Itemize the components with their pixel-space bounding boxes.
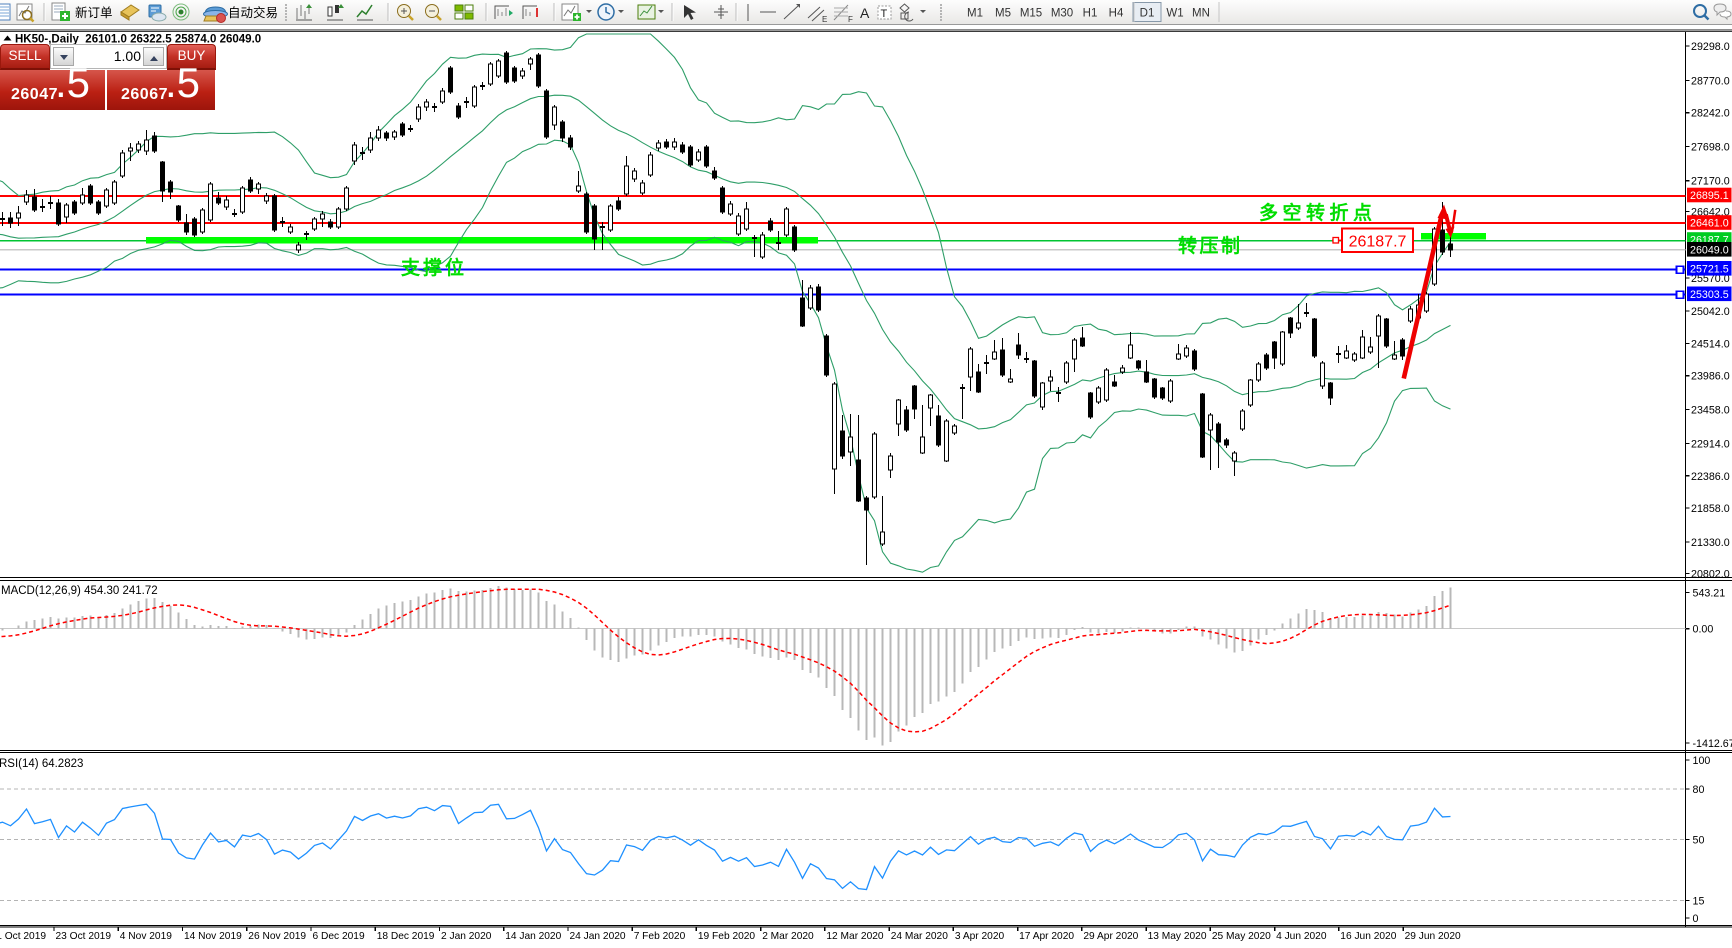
svg-text:W1: W1	[1166, 8, 1183, 20]
svg-text:24 Jan 2020: 24 Jan 2020	[570, 931, 626, 942]
svg-text:21330.0: 21330.0	[1691, 537, 1730, 549]
svg-text:H4: H4	[1109, 8, 1124, 20]
svg-text:25 May 2020: 25 May 2020	[1212, 931, 1271, 942]
svg-text:2 Jan 2020: 2 Jan 2020	[441, 931, 492, 942]
svg-text:E: E	[822, 15, 827, 24]
svg-text:3 Apr 2020: 3 Apr 2020	[955, 931, 1005, 942]
svg-text:26187.7: 26187.7	[1349, 234, 1407, 251]
svg-text:MN: MN	[1192, 8, 1210, 20]
svg-text:多空转折点: 多空转折点	[1259, 201, 1377, 224]
svg-text:80: 80	[1693, 784, 1705, 796]
svg-text:转压制: 转压制	[1178, 234, 1243, 257]
svg-text:26 Nov 2019: 26 Nov 2019	[248, 931, 306, 942]
svg-text:100: 100	[1693, 755, 1711, 767]
svg-text:27170.0: 27170.0	[1691, 176, 1730, 188]
svg-text:H1: H1	[1083, 8, 1098, 20]
svg-text:19 Feb 2020: 19 Feb 2020	[698, 931, 756, 942]
svg-text:28242.0: 28242.0	[1691, 108, 1730, 120]
svg-text:12 Mar 2020: 12 Mar 2020	[826, 931, 884, 942]
svg-text:15: 15	[1693, 895, 1705, 907]
svg-text:18 Dec 2019: 18 Dec 2019	[377, 931, 435, 942]
svg-text:16 Jun 2020: 16 Jun 2020	[1340, 931, 1396, 942]
svg-text:24514.0: 24514.0	[1691, 338, 1730, 350]
svg-text:0.00: 0.00	[1693, 624, 1714, 636]
svg-text:F: F	[848, 15, 853, 24]
svg-text:26895.1: 26895.1	[1690, 190, 1729, 202]
svg-text:23986.0: 23986.0	[1691, 371, 1730, 383]
svg-text:13 May 2020: 13 May 2020	[1148, 931, 1207, 942]
svg-text:27698.0: 27698.0	[1691, 141, 1730, 153]
svg-text:29298.0: 29298.0	[1691, 41, 1730, 53]
svg-text:A: A	[860, 5, 870, 21]
svg-text:24 Mar 2020: 24 Mar 2020	[891, 931, 949, 942]
svg-text:22914.0: 22914.0	[1691, 439, 1730, 451]
svg-text:新订单: 新订单	[75, 5, 113, 20]
svg-text:MACD(12,26,9) 454.30 241.72: MACD(12,26,9) 454.30 241.72	[1, 585, 158, 597]
svg-text:M30: M30	[1051, 8, 1073, 20]
svg-text:29 Apr 2020: 29 Apr 2020	[1083, 931, 1138, 942]
svg-text:20802.0: 20802.0	[1691, 569, 1730, 581]
svg-text:D1: D1	[1140, 8, 1155, 20]
svg-text:M5: M5	[995, 8, 1011, 20]
svg-text:7 Feb 2020: 7 Feb 2020	[634, 931, 686, 942]
svg-text:M1: M1	[967, 8, 983, 20]
svg-text:25721.5: 25721.5	[1690, 263, 1729, 275]
svg-text:26461.0: 26461.0	[1690, 218, 1729, 230]
svg-text:28770.0: 28770.0	[1691, 76, 1730, 88]
svg-text:6 Dec 2019: 6 Dec 2019	[313, 931, 365, 942]
svg-text:-1412.67: -1412.67	[1693, 738, 1732, 750]
svg-text:50: 50	[1693, 835, 1705, 847]
svg-text:T: T	[881, 8, 888, 20]
svg-text:26049.0: 26049.0	[1690, 244, 1729, 256]
svg-text:29 Jun 2020: 29 Jun 2020	[1405, 931, 1461, 942]
svg-text:2 Mar 2020: 2 Mar 2020	[762, 931, 814, 942]
svg-text:14 Nov 2019: 14 Nov 2019	[184, 931, 242, 942]
svg-text:17 Apr 2020: 17 Apr 2020	[1019, 931, 1074, 942]
svg-text:RSI(14) 64.2823: RSI(14) 64.2823	[0, 758, 83, 770]
svg-text:23458.0: 23458.0	[1691, 405, 1730, 417]
svg-text:11 Oct 2019: 11 Oct 2019	[0, 931, 46, 942]
svg-text:自动交易: 自动交易	[228, 5, 278, 20]
svg-text:4 Jun 2020: 4 Jun 2020	[1276, 931, 1327, 942]
svg-text:543.21: 543.21	[1693, 588, 1726, 600]
svg-text:14 Jan 2020: 14 Jan 2020	[505, 931, 561, 942]
svg-text:支撑位: 支撑位	[400, 256, 467, 279]
svg-text:25042.0: 25042.0	[1691, 306, 1730, 318]
svg-text:M15: M15	[1020, 8, 1042, 20]
svg-text:23 Oct 2019: 23 Oct 2019	[56, 931, 112, 942]
svg-text:4 Nov 2019: 4 Nov 2019	[120, 931, 172, 942]
svg-text:0: 0	[1693, 913, 1699, 925]
svg-text:22386.0: 22386.0	[1691, 471, 1730, 483]
svg-text:21858.0: 21858.0	[1691, 503, 1730, 515]
svg-text:25303.5: 25303.5	[1690, 289, 1729, 301]
